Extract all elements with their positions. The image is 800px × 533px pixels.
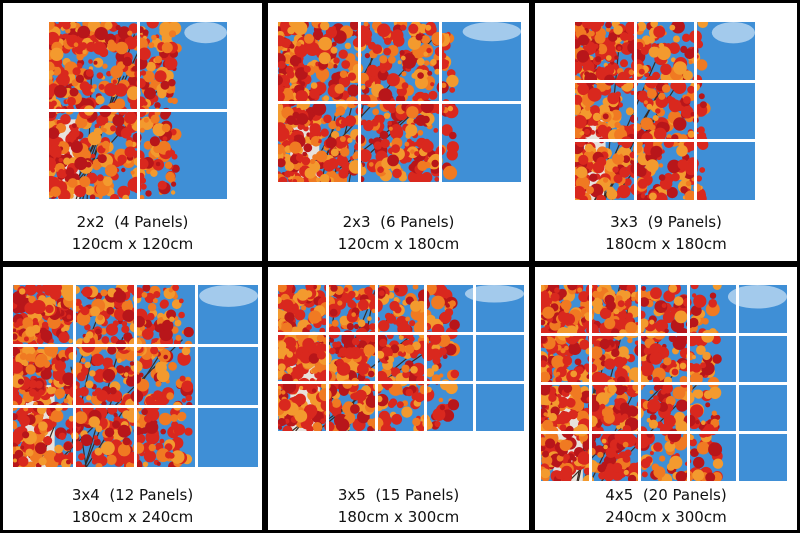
- dimension-label: 180cm x 240cm: [71, 508, 194, 526]
- option-3x3-card: 3x3 (9 Panels) 180cm x 180cm: [535, 3, 797, 261]
- panel-count: (12 Panels): [109, 486, 194, 504]
- panel-preview-3x4: [13, 285, 258, 467]
- panel-count: (6 Panels): [380, 213, 455, 231]
- panel-count: (9 Panels): [647, 213, 722, 231]
- panel-divider: [541, 381, 787, 385]
- dimension-label: 240cm x 300cm: [605, 508, 727, 526]
- panel-count: (15 Panels): [375, 486, 460, 504]
- grid-label: 2x2: [76, 213, 105, 231]
- dimension-label: 180cm x 180cm: [605, 235, 727, 253]
- grid-label: 3x5: [337, 486, 366, 504]
- dimension-label: 180cm x 300cm: [337, 508, 460, 526]
- option-4x5-card: 4x5 (20 Panels) 240cm x 300cm: [535, 267, 797, 530]
- panel-count: (4 Panels): [114, 213, 189, 231]
- option-caption: 3x3 (9 Panels) 180cm x 180cm: [535, 211, 797, 255]
- option-2x3-card: 2x3 (6 Panels) 120cm x 180cm: [268, 3, 529, 261]
- panel-divider: [72, 285, 76, 467]
- panel-divider: [49, 109, 227, 112]
- panel-count: (20 Panels): [642, 486, 727, 504]
- option-2x2-card: 2x2 (4 Panels) 120cm x 120cm: [3, 3, 262, 261]
- option-caption: 4x5 (20 Panels) 240cm x 300cm: [535, 484, 797, 528]
- panel-divider: [693, 22, 697, 200]
- autumn-tree-photo: [49, 22, 227, 199]
- grid-label: 2x3: [342, 213, 371, 231]
- panel-divider: [541, 332, 787, 336]
- panel-divider: [134, 285, 137, 467]
- panel-divider: [278, 380, 524, 384]
- option-caption: 2x3 (6 Panels) 120cm x 180cm: [268, 211, 529, 255]
- panel-divider: [424, 285, 428, 431]
- option-caption: 2x2 (4 Panels) 120cm x 120cm: [3, 211, 262, 255]
- option-caption: 3x4 (12 Panels) 180cm x 240cm: [3, 484, 262, 528]
- autumn-tree-photo: [278, 285, 524, 431]
- option-caption: 3x5 (15 Panels) 180cm x 300cm: [268, 484, 529, 528]
- panel-divider: [374, 285, 378, 431]
- panel-divider: [541, 430, 787, 434]
- panel-divider: [13, 344, 258, 348]
- panel-divider: [195, 285, 199, 467]
- autumn-tree-photo: [13, 285, 258, 467]
- grid-label: 3x4: [71, 486, 100, 504]
- option-3x5-card: 3x5 (15 Panels) 180cm x 300cm: [268, 267, 529, 530]
- panel-preview-2x2: [49, 22, 227, 199]
- panel-divider: [278, 100, 521, 104]
- option-3x4-card: 3x4 (12 Panels) 180cm x 240cm: [3, 267, 262, 530]
- grid-label: 3x3: [610, 213, 639, 231]
- panel-divider: [473, 285, 477, 431]
- panel-preview-3x3: [575, 22, 755, 200]
- panel-divider: [13, 404, 258, 408]
- panel-divider: [575, 79, 755, 83]
- panel-preview-4x5: [541, 285, 787, 481]
- panel-divider: [278, 332, 524, 336]
- grid-label: 4x5: [605, 486, 634, 504]
- panel-divider: [633, 22, 637, 200]
- panel-divider: [325, 285, 329, 431]
- autumn-tree-photo: [575, 22, 755, 200]
- panel-preview-3x5: [278, 285, 524, 431]
- panel-preview-2x3: [278, 22, 521, 182]
- dimension-label: 120cm x 120cm: [71, 235, 194, 253]
- dimension-label: 120cm x 180cm: [337, 235, 460, 253]
- panel-divider: [575, 139, 755, 143]
